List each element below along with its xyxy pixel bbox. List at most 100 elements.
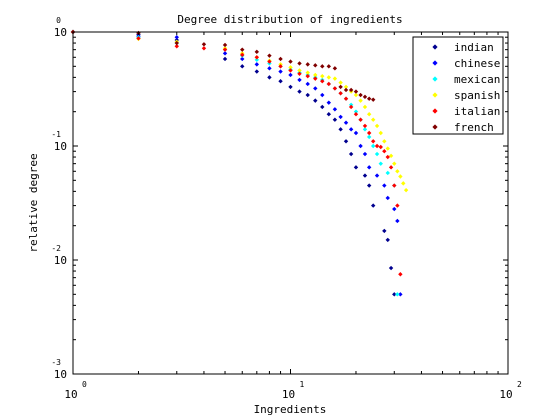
data-point-indian xyxy=(338,127,343,132)
legend-items: indian chinese mexican spanish italian french xyxy=(432,41,500,134)
x-tick-label-base: 10 xyxy=(282,388,295,401)
data-point-french xyxy=(362,94,368,100)
legend-label-french: french xyxy=(454,121,494,134)
legend-marker-italian xyxy=(432,108,438,114)
data-point-french xyxy=(326,64,331,69)
data-point-indian xyxy=(326,112,331,117)
data-point-chinese xyxy=(254,62,260,67)
x-tick-label-exponent: 1 xyxy=(300,380,305,389)
x-tick-label-exponent: 0 xyxy=(82,380,87,389)
data-point-indian xyxy=(313,98,318,103)
data-point-chinese xyxy=(313,86,318,91)
data-point-chinese xyxy=(305,81,310,87)
data-point-spanish xyxy=(403,187,409,193)
legend-label-chinese: chinese xyxy=(454,57,500,70)
data-point-spanish xyxy=(326,75,331,80)
legend-label-indian: indian xyxy=(454,41,494,54)
data-point-french xyxy=(353,89,359,94)
data-point-french xyxy=(254,49,260,55)
legend-item-mexican: mexican xyxy=(432,73,500,86)
data-point-chinese xyxy=(338,114,343,120)
legend-label-mexican: mexican xyxy=(454,73,500,86)
data-point-mexican xyxy=(254,57,260,63)
data-point-french xyxy=(174,40,179,46)
y-tick-label-exponent: -3 xyxy=(51,358,61,367)
data-point-chinese xyxy=(222,51,228,56)
data-point-spanish xyxy=(297,68,302,73)
data-point-italian xyxy=(353,112,359,117)
data-point-italian xyxy=(348,104,354,110)
data-point-spanish xyxy=(353,92,359,98)
data-point-indian xyxy=(348,151,354,157)
data-point-french xyxy=(348,87,354,93)
y-tick-label-base: 10 xyxy=(54,368,67,381)
data-point-indian xyxy=(353,165,359,170)
legend-item-french: french xyxy=(432,121,494,134)
data-point-italian xyxy=(174,44,179,49)
data-point-italian xyxy=(388,165,394,170)
data-point-mexican xyxy=(385,170,390,176)
data-point-italian xyxy=(288,68,293,73)
data-point-spanish xyxy=(343,84,349,90)
legend: indian chinese mexican spanish italian french xyxy=(412,36,504,135)
legend-item-spanish: spanish xyxy=(432,89,500,102)
x-tick-label-base: 10 xyxy=(64,388,77,401)
data-point-french xyxy=(370,97,376,102)
data-point-chinese xyxy=(343,120,349,125)
data-point-spanish xyxy=(401,181,406,186)
x-tick-label-exponent: 2 xyxy=(517,380,522,389)
data-point-french xyxy=(240,47,245,52)
y-tick-label-exponent: -1 xyxy=(51,130,61,139)
data-point-italian xyxy=(385,154,390,160)
data-point-chinese xyxy=(297,77,302,83)
data-point-french xyxy=(297,61,302,66)
data-point-italian xyxy=(326,81,331,87)
data-point-italian xyxy=(332,86,338,91)
legend-item-italian: italian xyxy=(432,105,500,118)
data-point-chinese xyxy=(398,292,403,297)
y-tick-label-base: 10 xyxy=(54,26,67,39)
data-point-chinese xyxy=(385,195,390,201)
data-point-spanish xyxy=(378,130,383,136)
legend-marker-french xyxy=(432,124,438,130)
data-point-french xyxy=(278,56,283,62)
data-point-indian xyxy=(320,104,325,110)
data-point-french xyxy=(201,42,207,47)
data-point-chinese xyxy=(288,72,293,78)
data-point-indian xyxy=(370,203,376,208)
data-point-italian xyxy=(278,64,283,69)
data-point-mexican xyxy=(370,143,376,149)
data-point-italian xyxy=(395,203,400,208)
data-point-mexican xyxy=(378,161,383,166)
y-tick-label-exponent: -2 xyxy=(51,244,61,253)
data-point-indian xyxy=(385,237,390,243)
data-point-french xyxy=(358,92,363,98)
legend-box xyxy=(412,36,504,135)
data-point-italian xyxy=(370,139,376,144)
data-point-italian xyxy=(320,79,325,84)
data-point-spanish xyxy=(392,161,397,166)
data-point-indian xyxy=(288,84,293,90)
data-point-chinese xyxy=(332,107,338,112)
data-point-italian xyxy=(313,76,318,81)
data-point-chinese xyxy=(392,206,397,212)
data-point-mexican xyxy=(374,151,380,157)
data-point-french xyxy=(288,59,293,64)
data-point-spanish xyxy=(358,98,363,103)
data-point-italian xyxy=(240,52,245,58)
data-point-italian xyxy=(297,71,302,76)
data-point-italian xyxy=(382,149,387,154)
data-point-italian xyxy=(305,73,310,79)
data-point-spanish xyxy=(388,153,394,159)
data-point-spanish xyxy=(366,112,372,117)
data-point-spanish xyxy=(305,70,310,75)
data-point-indian xyxy=(332,117,338,122)
data-point-spanish xyxy=(370,117,376,122)
data-point-chinese xyxy=(174,35,179,40)
data-point-indian xyxy=(388,265,394,271)
data-point-chinese xyxy=(366,165,372,170)
data-point-chinese xyxy=(278,69,283,74)
data-point-spanish xyxy=(382,139,387,144)
data-point-chinese xyxy=(353,130,359,136)
